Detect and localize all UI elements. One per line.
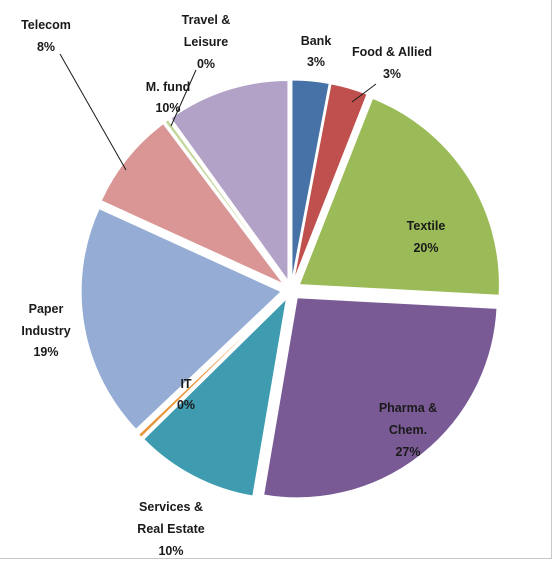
pie-slice-textile — [298, 97, 500, 296]
pie-slices — [80, 79, 500, 499]
slice-label: Bank 3% — [301, 34, 332, 69]
slice-percent-label: 3% — [383, 67, 401, 81]
pie-slice-pharma-chem — [263, 297, 498, 499]
slice-name-label: Industry — [21, 324, 70, 338]
slice-label: Paper Industry 19% — [21, 302, 70, 359]
slice-percent-label: 20% — [413, 241, 438, 255]
slice-name-label: Pharma & — [379, 401, 437, 415]
slice-label: Food & Allied 3% — [352, 45, 432, 81]
slice-labels: Bank 3% Food & Allied 3% Textile 20% Pharma & C… — [21, 13, 445, 558]
slice-name-label: Real Estate — [137, 522, 204, 536]
slice-name-label: Bank — [301, 34, 332, 48]
slice-label: IT 0% — [177, 377, 195, 412]
pie-slice-services-real-estate — [143, 297, 288, 497]
slice-label: Services & Real Estate 10% — [137, 500, 204, 558]
slice-name-label: Textile — [407, 219, 446, 233]
slice-label: Telecom 8% — [21, 18, 71, 54]
slice-percent-label: 0% — [197, 57, 215, 71]
slice-name-label: Services & — [139, 500, 203, 514]
slice-label: M. fund 10% — [146, 80, 190, 115]
pie-slice-telecom — [100, 123, 284, 285]
leader-lines — [59, 53, 377, 171]
slice-name-label: Paper — [29, 302, 64, 316]
pie-slice-bank — [291, 79, 330, 281]
slice-percent-label: 3% — [307, 55, 325, 69]
slice-name-label: M. fund — [146, 80, 190, 94]
slice-name-label: Leisure — [184, 35, 229, 49]
slice-percent-label: 10% — [158, 544, 183, 558]
pie-slice-travel-leisure — [164, 119, 286, 283]
pie-slice-paper-industry — [80, 208, 283, 430]
slice-label: Travel & Leisure 0% — [182, 13, 231, 71]
slice-label: Textile 20% — [407, 219, 446, 255]
slice-percent-label: 19% — [33, 345, 58, 359]
slice-name-label: Chem. — [389, 423, 427, 437]
slice-name-label: Food & Allied — [352, 45, 432, 59]
slice-percent-label: 27% — [395, 445, 420, 459]
slice-label: Pharma & Chem. 27% — [379, 401, 437, 459]
slice-name-label: Travel & — [182, 13, 231, 27]
slice-percent-label: 10% — [155, 101, 180, 115]
slice-name-label: Telecom — [21, 18, 71, 32]
leader-line — [59, 53, 127, 171]
leader-line — [170, 69, 197, 127]
pie-slice-food-allied — [293, 83, 368, 281]
slice-percent-label: 0% — [177, 398, 195, 412]
pie-slice-it — [137, 296, 285, 438]
slice-percent-label: 8% — [37, 40, 55, 54]
leader-line — [351, 83, 377, 103]
slice-name-label: IT — [180, 377, 191, 391]
